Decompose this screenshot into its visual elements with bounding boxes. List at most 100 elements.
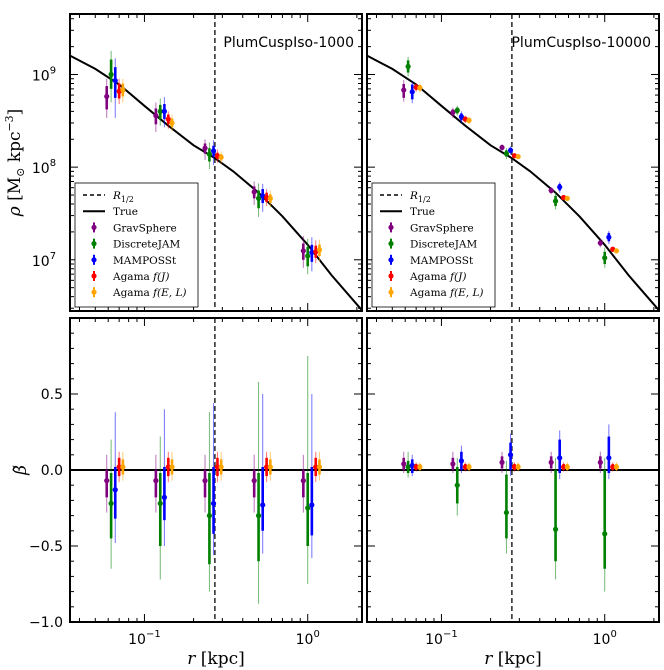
data-point — [161, 108, 167, 114]
legend-marker — [91, 273, 97, 279]
y-tick-label: 109 — [32, 66, 56, 85]
data-point — [548, 187, 554, 194]
beta-panel-1: 10−1 100−1.0−0.50.00.5r [kpc] — [29, 317, 363, 669]
legend-subscript: 1/2 — [121, 195, 134, 204]
data-point — [413, 464, 419, 470]
data-point — [454, 482, 460, 488]
legend-label: DiscreteJAM — [113, 239, 181, 251]
legend-subscript: 1/2 — [418, 195, 431, 204]
data-point — [552, 526, 559, 532]
data-point — [251, 478, 257, 484]
beta-y-axis-label: β̃ — [11, 465, 31, 476]
x-tick-base: 10 — [296, 632, 314, 648]
data-point — [613, 248, 620, 254]
data-point — [108, 71, 114, 78]
data-point — [548, 459, 554, 465]
data-point — [120, 464, 126, 470]
x-tick-label: 10−1 — [425, 629, 458, 648]
y-axis-unit: kpc — [5, 132, 25, 168]
legend-marker — [388, 241, 394, 247]
y-tick-exponent: 9 — [50, 66, 56, 77]
data-point — [564, 195, 570, 201]
legend-marker — [91, 289, 97, 295]
data-point — [507, 147, 514, 153]
legend-label: R1/2 — [409, 190, 431, 204]
legend-text-part: Agama — [409, 271, 450, 283]
x-axis-var: r — [187, 649, 196, 669]
data-point — [409, 462, 415, 469]
data-point — [165, 116, 171, 122]
density-frame — [366, 13, 660, 312]
data-point — [206, 151, 213, 157]
data-point — [267, 464, 273, 470]
legend-math: f(E, L) — [449, 287, 483, 299]
beta-frame — [69, 317, 363, 623]
data-point — [511, 464, 518, 470]
legend-label: Agama f(E, L) — [112, 287, 187, 299]
data-point — [454, 107, 460, 113]
data-point — [515, 464, 521, 470]
data-point — [264, 464, 270, 470]
x-tick-exponent: −1 — [443, 629, 458, 640]
y-tick-base: 10 — [32, 254, 50, 270]
legend-text-part: DiscreteJAM — [410, 239, 478, 251]
x-tick-label: 10−1 — [128, 629, 161, 648]
data-point — [552, 198, 559, 204]
x-axis-label: r [kpc] — [484, 649, 542, 669]
legend-text-part: DiscreteJAM — [113, 239, 181, 251]
data-point — [251, 189, 257, 195]
data-point — [300, 478, 306, 484]
legend: R1/2 True GravSphere DiscreteJAM MAMPOSSt Aga… — [74, 182, 199, 308]
legend-math: f(J) — [449, 271, 466, 283]
data-point — [169, 464, 175, 470]
legend-text-part: Agama — [112, 287, 153, 299]
data-point — [214, 464, 221, 470]
legend-marker — [388, 273, 394, 279]
legend-label: Agama f(E, L) — [409, 287, 484, 299]
y-axis-unit-subscript: ⊙ — [14, 168, 27, 177]
data-point — [305, 253, 311, 259]
density-y-axis-label: ρ [M⊙ kpc−3] — [3, 109, 27, 218]
data-point — [255, 195, 262, 201]
legend: R1/2 True GravSphere DiscreteJAM MAMPOSSt Aga… — [371, 182, 496, 308]
data-point — [210, 148, 217, 154]
y-tick-exponent: 8 — [50, 158, 56, 169]
y-tick-label: −0.5 — [29, 539, 63, 555]
data-point — [316, 464, 323, 470]
data-point — [610, 464, 616, 470]
data-point — [116, 464, 122, 470]
x-axis-unit: [kpc] — [492, 649, 541, 669]
x-tick-exponent: 0 — [313, 629, 319, 640]
legend-text-part: MAMPOSSt — [113, 255, 177, 267]
legend-text-part: True — [113, 206, 138, 218]
x-axis-var: r — [484, 649, 493, 669]
data-point — [597, 240, 603, 246]
data-point — [458, 458, 464, 464]
y-tick-exponent: 7 — [50, 251, 56, 262]
data-point — [104, 93, 110, 100]
data-point — [202, 478, 208, 484]
x-tick-base: 10 — [425, 632, 443, 648]
data-point — [161, 494, 167, 500]
data-point — [401, 87, 407, 93]
data-point — [309, 249, 315, 256]
data-point — [405, 63, 411, 70]
data-point — [503, 151, 510, 157]
data-point — [503, 509, 510, 516]
data-point — [309, 502, 315, 508]
legend-label: GravSphere — [113, 222, 177, 234]
legend-marker — [388, 289, 394, 295]
data-point — [409, 89, 415, 95]
data-point — [305, 505, 311, 511]
data-point — [104, 478, 110, 484]
x-axis-label: r [kpc] — [187, 649, 245, 669]
density-panel-1: 107108109PlumCuspIso-1000R1/2TrueGravSph… — [32, 13, 363, 312]
x-tick-label: 100 — [593, 629, 617, 648]
data-point — [602, 255, 608, 261]
density-frame — [69, 13, 363, 312]
data-point — [153, 478, 159, 484]
y-axis-var: ρ — [5, 206, 25, 217]
y-tick-label: 108 — [32, 158, 56, 177]
data-point — [466, 464, 472, 470]
data-point — [606, 455, 612, 461]
